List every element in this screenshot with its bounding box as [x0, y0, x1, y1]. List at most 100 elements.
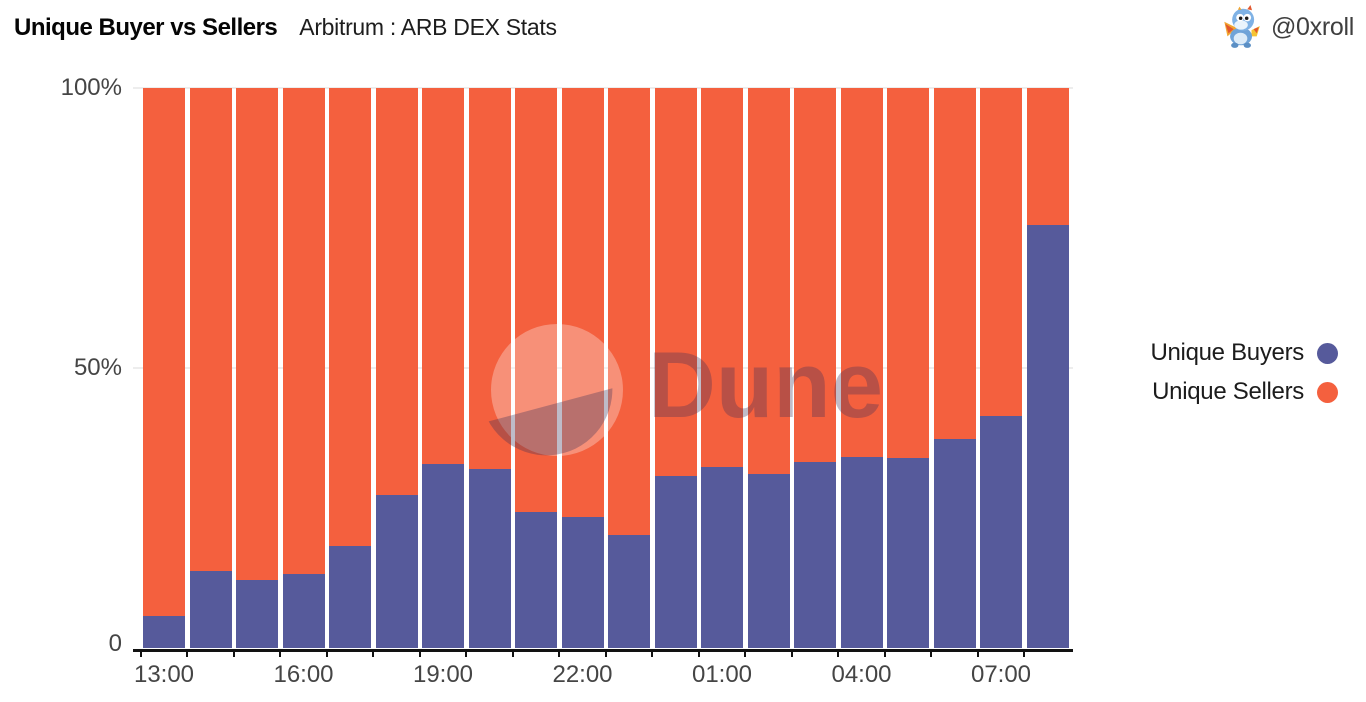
- sellers-segment[interactable]: [887, 88, 929, 459]
- sellers-segment[interactable]: [933, 88, 976, 440]
- bar-group[interactable]: [375, 88, 418, 648]
- x-axis-label: 22:00: [552, 661, 613, 688]
- bar-group[interactable]: [1026, 88, 1069, 648]
- bar-group[interactable]: [887, 88, 929, 648]
- buyers-segment[interactable]: [189, 570, 232, 648]
- sellers-segment[interactable]: [329, 88, 371, 547]
- x-axis-tick: [558, 652, 561, 657]
- bar-group[interactable]: [329, 88, 371, 648]
- sellers-segment[interactable]: [422, 88, 464, 464]
- legend-item-unique-buyers[interactable]: Unique Buyers: [1150, 338, 1338, 368]
- buyers-segment[interactable]: [282, 574, 325, 648]
- x-axis-label: 07:00: [970, 661, 1032, 688]
- bar-group[interactable]: [747, 88, 790, 648]
- x-axis-tick: [976, 652, 979, 657]
- x-axis-tick: [790, 652, 793, 657]
- legend-label: Unique Sellers: [1152, 378, 1304, 405]
- legend-label: Unique Buyers: [1150, 339, 1304, 366]
- buyers-segment[interactable]: [933, 439, 976, 648]
- sellers-segment[interactable]: [561, 88, 604, 517]
- bar-group[interactable]: [468, 88, 511, 648]
- x-axis-tick: [465, 652, 468, 657]
- x-axis-tick: [418, 652, 421, 657]
- x-axis-label: 13:00: [133, 661, 195, 688]
- buyers-segment[interactable]: [608, 534, 650, 648]
- bar-group[interactable]: [561, 88, 604, 648]
- buyers-segment[interactable]: [840, 457, 883, 648]
- sellers-segment[interactable]: [1026, 88, 1069, 226]
- sellers-segment[interactable]: [375, 88, 418, 496]
- x-axis-tick: [744, 652, 747, 657]
- buyers-segment[interactable]: [980, 416, 1022, 648]
- x-axis-label: 16:00: [273, 661, 334, 688]
- y-axis-label-0: 0: [108, 630, 122, 657]
- buyers-segment[interactable]: [654, 476, 697, 648]
- buyers-segment[interactable]: [468, 468, 511, 648]
- x-axis-label: 01:00: [691, 661, 753, 688]
- x-axis-tick: [186, 652, 189, 657]
- x-axis-tick: [511, 652, 514, 657]
- sellers-segment[interactable]: [840, 88, 883, 458]
- sellers-segment[interactable]: [143, 88, 185, 617]
- sellers-segment[interactable]: [282, 88, 325, 575]
- buyers-segment[interactable]: [701, 467, 743, 648]
- x-axis-tick: [279, 652, 282, 657]
- chart-legend: Unique Buyers Unique Sellers: [1150, 338, 1338, 407]
- sellers-segment[interactable]: [794, 88, 836, 463]
- bar-group[interactable]: [422, 88, 464, 648]
- buyers-segment[interactable]: [143, 616, 185, 648]
- sellers-segment[interactable]: [468, 88, 511, 469]
- legend-item-unique-sellers[interactable]: Unique Sellers: [1150, 377, 1338, 407]
- chart-subtitle: Arbitrum : ARB DEX Stats: [299, 14, 557, 40]
- x-axis-tick: [139, 652, 142, 657]
- dragon-avatar-icon: [1224, 5, 1260, 48]
- x-axis-tick: [930, 652, 933, 657]
- x-axis-tick: [697, 652, 700, 657]
- author-handle[interactable]: @0xroll: [1270, 12, 1354, 41]
- author-attribution: @0xroll: [1217, 4, 1354, 50]
- buyers-segment[interactable]: [1026, 225, 1069, 648]
- x-axis-tick: [325, 652, 328, 657]
- buyers-segment[interactable]: [422, 463, 464, 648]
- bar-group[interactable]: [515, 88, 557, 648]
- buyers-segment[interactable]: [887, 458, 929, 648]
- legend-dot-buyers-icon: [1317, 342, 1338, 364]
- sellers-segment[interactable]: [236, 88, 278, 580]
- bar-group[interactable]: [654, 88, 697, 648]
- sellers-segment[interactable]: [747, 88, 790, 474]
- bar-group[interactable]: [608, 88, 650, 648]
- sellers-segment[interactable]: [980, 88, 1022, 417]
- sellers-segment[interactable]: [654, 88, 697, 477]
- x-axis-label: 04:00: [831, 661, 892, 688]
- x-axis-tick: [1023, 652, 1026, 657]
- bar-group[interactable]: [236, 88, 278, 648]
- buyers-segment[interactable]: [329, 546, 371, 648]
- x-axis-tick: [837, 652, 840, 657]
- sellers-segment[interactable]: [608, 88, 650, 535]
- buyers-segment[interactable]: [236, 579, 278, 648]
- bar-group[interactable]: [933, 88, 976, 648]
- y-axis-label-50: 50%: [73, 354, 122, 381]
- x-axis-tick: [232, 652, 235, 657]
- x-axis-tick: [604, 652, 607, 657]
- x-axis-tick: [651, 652, 654, 657]
- bar-group[interactable]: [189, 88, 232, 648]
- buyers-segment[interactable]: [515, 511, 557, 648]
- x-axis-tick: [883, 652, 886, 657]
- bar-group[interactable]: [980, 88, 1022, 648]
- sellers-segment[interactable]: [515, 88, 557, 512]
- bar-group[interactable]: [143, 88, 185, 648]
- buyers-segment[interactable]: [747, 473, 790, 648]
- buyers-segment[interactable]: [375, 495, 418, 648]
- x-axis-line: [133, 649, 1073, 652]
- sellers-segment[interactable]: [189, 88, 232, 571]
- sellers-segment[interactable]: [701, 88, 743, 468]
- buyers-segment[interactable]: [794, 462, 836, 648]
- bar-group[interactable]: [794, 88, 836, 648]
- buyers-segment[interactable]: [561, 516, 604, 648]
- bar-group[interactable]: [701, 88, 743, 648]
- bar-group[interactable]: [282, 88, 325, 648]
- bar-group[interactable]: [840, 88, 883, 648]
- y-axis-label-100: 100%: [60, 74, 122, 101]
